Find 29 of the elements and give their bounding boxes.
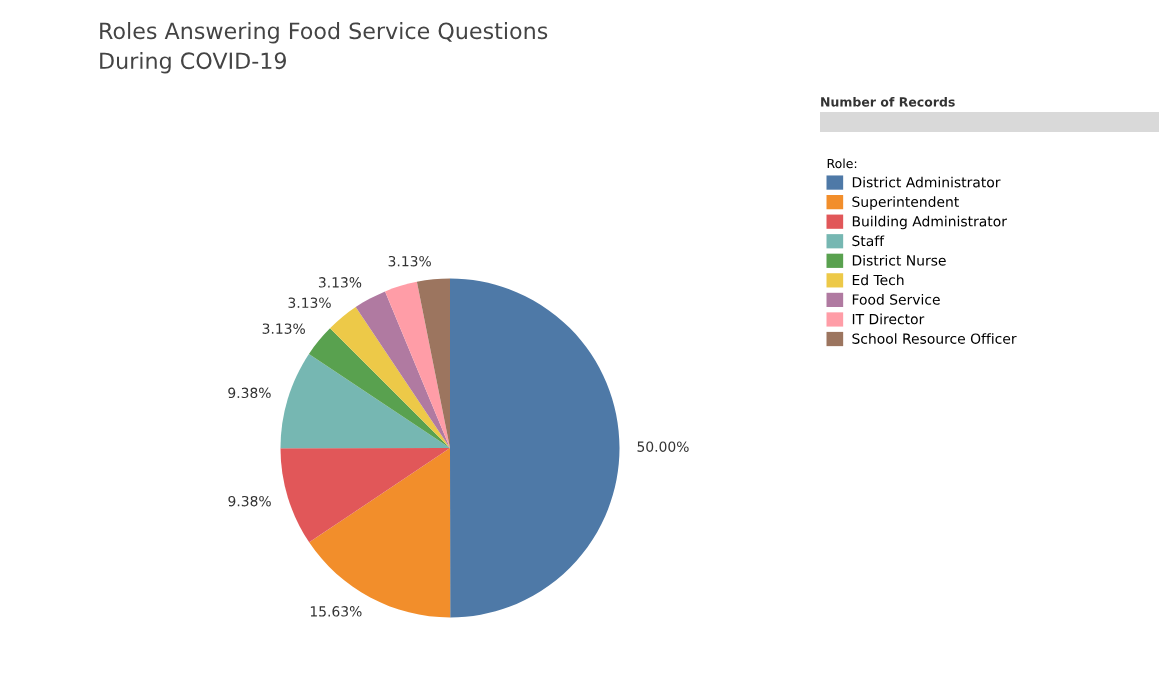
chart-title: Roles Answering Food Service Questions During COVID-19 bbox=[100, 22, 548, 74]
pie-slice bbox=[280, 353, 450, 449]
data-label: 3.13% bbox=[318, 277, 362, 288]
data-label: 50.00% bbox=[637, 441, 689, 452]
data-label: 3.13% bbox=[388, 255, 431, 267]
data-label: 9.38% bbox=[228, 495, 271, 507]
pie-slice bbox=[385, 281, 450, 448]
legend-label: Building Administrator bbox=[852, 215, 1007, 230]
legend-label: Staff bbox=[852, 235, 885, 247]
data-label: 3.13% bbox=[288, 297, 331, 308]
legend-title: Role: bbox=[827, 158, 857, 169]
data-label: 3.13% bbox=[262, 323, 305, 334]
legend-label: School Resource Officer bbox=[852, 333, 1017, 344]
legend-label: District Administrator bbox=[852, 176, 1001, 188]
data-label: 15.63% bbox=[310, 606, 362, 617]
pie-slice bbox=[308, 328, 450, 448]
pie-slice bbox=[280, 448, 450, 543]
legend-label: Superintendent bbox=[852, 196, 959, 210]
legend-label: District Nurse bbox=[852, 254, 946, 266]
legend-label: Food Service bbox=[852, 294, 940, 305]
pie-slice bbox=[330, 307, 450, 448]
text: Number of Records bbox=[821, 96, 955, 107]
data-label: 9.38% bbox=[228, 387, 271, 399]
pie-slice bbox=[355, 291, 450, 448]
legend-label: IT Director bbox=[852, 313, 925, 325]
pie-slice bbox=[309, 448, 451, 618]
pie-slice bbox=[450, 278, 620, 618]
legend-label: Ed Tech bbox=[852, 274, 904, 286]
pie-slice bbox=[416, 278, 450, 448]
